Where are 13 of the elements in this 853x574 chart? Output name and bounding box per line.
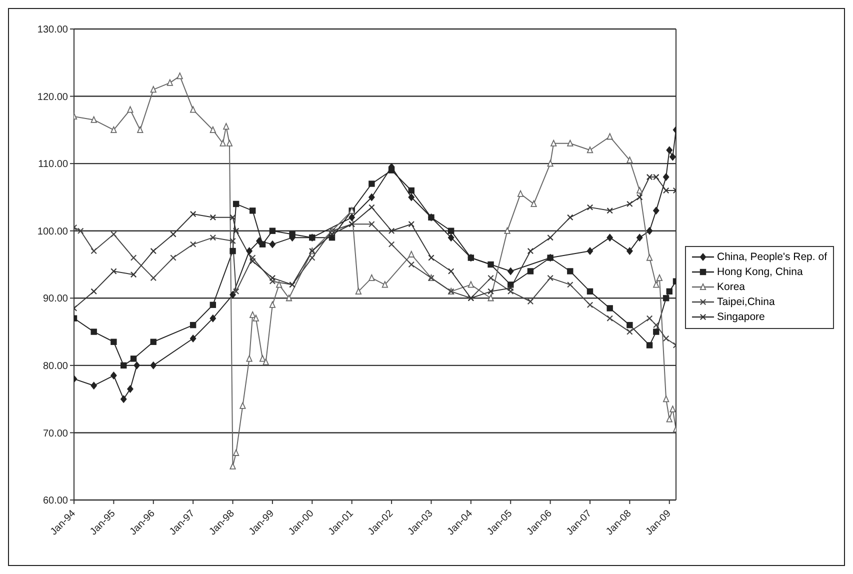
legend-label: Korea	[717, 281, 746, 293]
y-tick-label: 80.00	[42, 360, 68, 372]
y-tick-label: 60.00	[42, 496, 68, 507]
y-tick-label: 130.00	[37, 24, 68, 36]
legend-label: Taipei,China	[717, 296, 775, 308]
y-tick-label: 70.00	[42, 428, 68, 440]
y-tick-label: 120.00	[37, 92, 68, 103]
legend-label: Singapore	[717, 311, 765, 323]
y-tick-label: 90.00	[42, 294, 68, 305]
y-tick-label: 110.00	[38, 159, 68, 170]
legend-label: China, People's Rep. of	[717, 251, 827, 263]
y-tick-label: 100.00	[37, 226, 68, 238]
legend-label: Hong Kong, China	[717, 266, 803, 278]
